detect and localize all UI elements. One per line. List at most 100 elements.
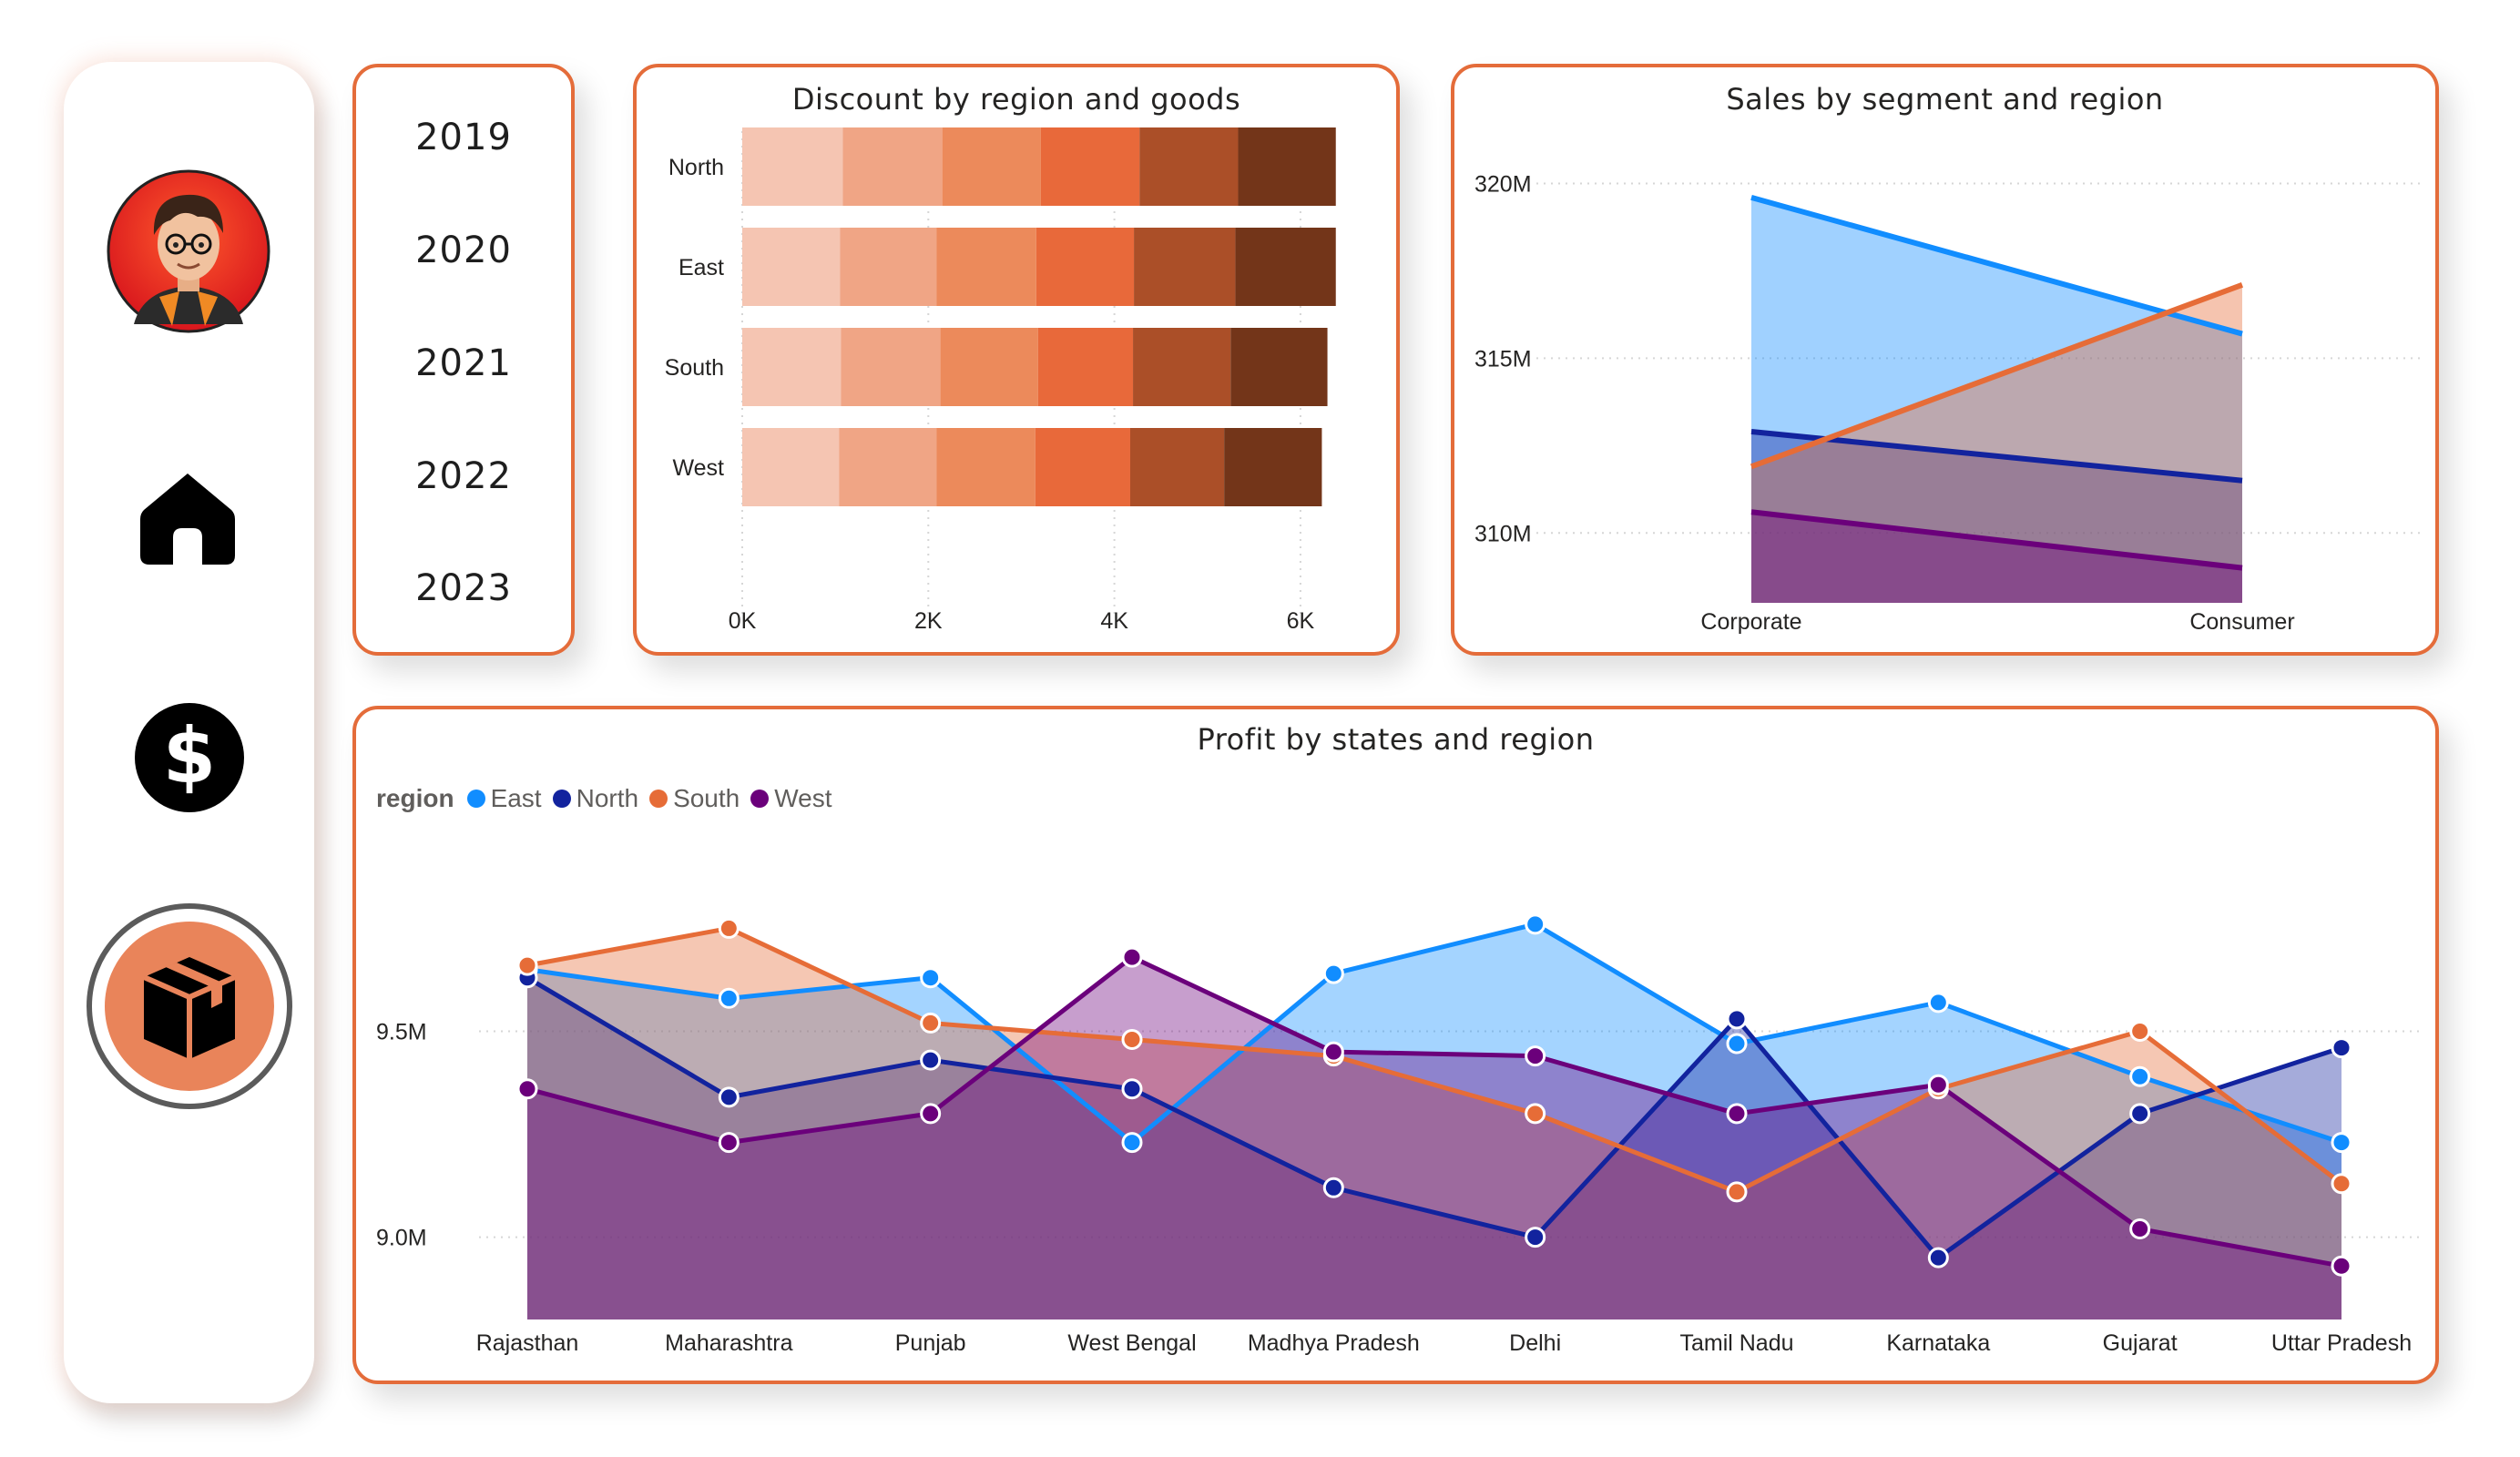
bar-segment [842, 127, 943, 206]
x-category-label: West Bengal [1067, 1330, 1196, 1356]
area-fill [527, 957, 2341, 1319]
area-fill [1751, 512, 2242, 603]
svg-text:$: $ [163, 711, 216, 800]
data-point [516, 1078, 538, 1100]
series-line [1750, 509, 2243, 571]
x-category-label: Delhi [1509, 1330, 1561, 1356]
x-tick-label: 4K [1100, 608, 1128, 634]
x-category-label: Madhya Pradesh [1248, 1330, 1420, 1356]
area-fill [527, 977, 2341, 1319]
data-point [1525, 913, 1546, 935]
dollar-icon[interactable]: $ [134, 702, 245, 813]
data-point [1525, 1103, 1546, 1125]
data-point [1726, 1008, 1748, 1030]
bar-segment [841, 328, 941, 406]
data-point [1525, 1227, 1546, 1248]
data-point [1927, 992, 1949, 1014]
y-tick-label: 9.5M [376, 1019, 427, 1044]
data-point [920, 1012, 942, 1034]
data-point [516, 954, 538, 976]
bar-segment [1035, 428, 1130, 506]
year-option[interactable]: 2022 [415, 455, 512, 497]
y-tick-label: 9.0M [376, 1226, 427, 1251]
data-point [920, 967, 942, 989]
series-line [1750, 195, 2243, 337]
box-icon[interactable] [86, 902, 293, 1110]
y-tick-label: 310M [1474, 521, 1532, 546]
data-point [718, 1132, 740, 1154]
data-point [1726, 1181, 1748, 1203]
area-fill [1751, 431, 2242, 603]
data-point [1726, 1033, 1748, 1055]
data-point [2331, 1173, 2352, 1195]
x-category-label: Tamil Nadu [1679, 1330, 1793, 1356]
series-line [525, 975, 2342, 1261]
data-point [718, 917, 740, 939]
data-point [2331, 1037, 2352, 1059]
profit-chart-card: Profit by states and region region East … [352, 706, 2439, 1384]
sidebar-nav: $ [64, 62, 314, 1403]
data-point [1726, 1103, 1748, 1125]
data-point [1121, 1078, 1143, 1100]
data-point [1322, 963, 1344, 984]
data-point [1121, 946, 1143, 968]
bar-segment [1037, 328, 1134, 406]
bar-segment [742, 428, 840, 506]
bar-segment [1238, 127, 1336, 206]
area-fill [1751, 197, 2242, 604]
bar-segment [1235, 228, 1336, 306]
x-category-label: Gujarat [2103, 1330, 2178, 1356]
area-fill [527, 928, 2341, 1319]
data-point [1121, 1132, 1143, 1154]
data-point [1322, 1177, 1344, 1198]
y-tick-label: 315M [1474, 346, 1532, 372]
sales-chart-card: Sales by segment and region 310M 315M 320M… [1451, 64, 2439, 656]
sales-area-chart: 310M 315M 320M Corporate Consumer [1474, 172, 2420, 635]
data-point [2331, 1132, 2352, 1154]
data-point [718, 987, 740, 1009]
chart-title: Sales by segment and region [1726, 82, 2164, 117]
year-option[interactable]: 2021 [415, 342, 512, 384]
chart-title: Profit by states and region [1197, 722, 1595, 757]
y-category-label: South [665, 355, 724, 381]
data-point [1927, 1074, 1949, 1095]
bar-segment [936, 228, 1036, 306]
data-point [2129, 1020, 2151, 1042]
legend-item-south[interactable]: South [649, 784, 740, 813]
data-point [2129, 1103, 2151, 1125]
bar-segment [1230, 328, 1328, 406]
bar-segment [1224, 428, 1322, 506]
legend-item-north[interactable]: North [552, 784, 638, 813]
x-category-label: Punjab [895, 1330, 966, 1356]
bar-segment [1036, 228, 1135, 306]
data-point [1525, 1045, 1546, 1067]
x-category-label: Uttar Pradesh [2271, 1330, 2412, 1356]
bar-segment [1139, 127, 1239, 206]
y-category-label: West [673, 455, 725, 481]
legend-title: region [376, 784, 454, 812]
profit-area-chart: 9.0M 9.5M Rajasthan Maharashtra Punjab West B… [376, 913, 2423, 1356]
x-tick-label: 2K [914, 608, 943, 634]
series-line [1750, 428, 2243, 484]
data-point [1927, 1247, 1949, 1269]
year-option[interactable]: 2020 [415, 229, 512, 271]
bar-segment [1134, 228, 1236, 306]
series-line [526, 922, 2342, 1146]
series-line [526, 954, 2342, 1269]
data-point [1322, 1041, 1344, 1063]
year-option[interactable]: 2019 [415, 117, 512, 158]
x-tick-label: 6K [1287, 608, 1315, 634]
data-point [2129, 1218, 2151, 1240]
bar-segment [1133, 328, 1231, 406]
legend: region East North South West [376, 784, 843, 813]
year-option[interactable]: 2023 [415, 567, 512, 609]
y-tick-label: 320M [1474, 172, 1532, 198]
legend-item-west[interactable]: West [750, 784, 832, 813]
legend-item-east[interactable]: East [466, 784, 542, 813]
avatar[interactable] [107, 169, 270, 333]
x-tick-label: 0K [729, 608, 757, 634]
home-icon[interactable] [137, 466, 239, 568]
x-category-label: Karnataka [1886, 1330, 1990, 1356]
bar-segment [940, 328, 1038, 406]
data-point [2129, 1065, 2151, 1087]
